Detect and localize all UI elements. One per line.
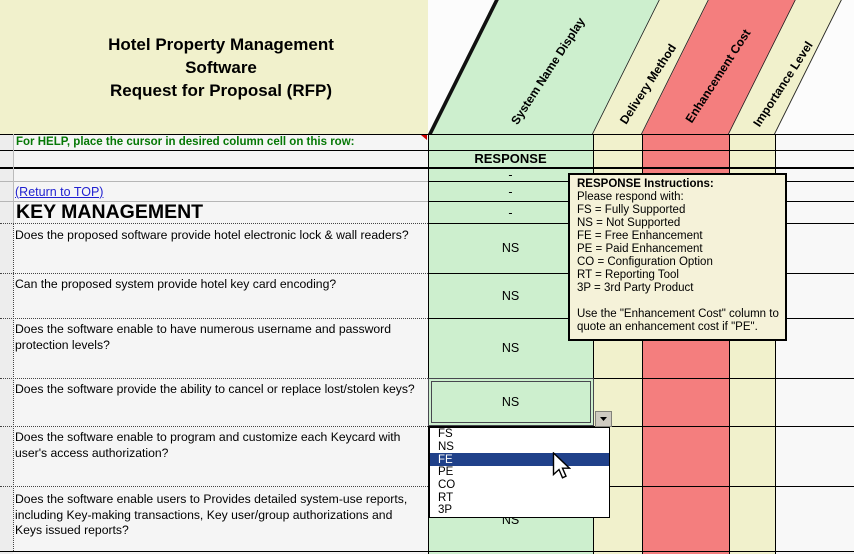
response-cell-blank[interactable]: -: [508, 185, 513, 199]
gridline-vertical: [428, 134, 429, 554]
gridline-vertical: [775, 134, 776, 554]
rfp-title-block: Hotel Property Management Software Reque…: [0, 0, 428, 134]
return-to-top-link[interactable]: (Return to TOP): [15, 185, 104, 199]
tooltip-line: NS = Not Supported: [577, 217, 681, 229]
gridline-vertical-dotted: [13, 223, 14, 551]
question-column: [13, 134, 428, 554]
tooltip-line: Use the "Enhancement Cost" column to: [577, 308, 779, 320]
gridline-dotted: [0, 223, 428, 224]
dropdown-option[interactable]: RT: [438, 491, 454, 504]
question-cell[interactable]: Does the proposed software provide hotel…: [15, 228, 409, 242]
response-column-header: RESPONSE: [474, 151, 547, 166]
gridline-vertical: [13, 134, 14, 223]
selected-cell-border: [428, 378, 594, 426]
question-cell[interactable]: Does the software enable to program and …: [15, 430, 401, 460]
dropdown-option[interactable]: PE: [438, 466, 454, 479]
title-line-1: Hotel Property Management: [108, 34, 334, 54]
gridline-thick: [0, 167, 854, 169]
gridline-dotted: [0, 486, 428, 487]
gridline-dotted: [0, 318, 428, 319]
tooltip-line: FE = Free Enhancement: [577, 230, 703, 242]
mouse-cursor-icon: [552, 452, 571, 479]
gridline: [0, 150, 854, 151]
dropdown-option-highlighted[interactable]: FE: [430, 453, 609, 467]
response-cell-selected[interactable]: NS: [501, 395, 520, 409]
gridline: [428, 486, 854, 487]
tooltip-line: PE = Paid Enhancement: [577, 243, 703, 255]
row-margin-column: [0, 134, 13, 554]
gridline-vertical: [642, 134, 643, 554]
gridline-dotted: [0, 426, 428, 427]
response-instructions-tooltip: RESPONSE Instructions: Please respond wi…: [568, 173, 787, 341]
gridline-vertical: [593, 134, 594, 554]
gridline: [0, 201, 428, 202]
response-cell-blank[interactable]: -: [508, 205, 513, 220]
dropdown-option[interactable]: CO: [438, 478, 456, 491]
response-dropdown-list[interactable]: FS NS FE PE CO RT 3P: [429, 427, 610, 518]
comment-indicator-icon: [421, 135, 427, 140]
gridline-dotted: [0, 378, 428, 379]
tooltip-line: 3P = 3rd Party Product: [577, 282, 694, 294]
section-title: KEY MANAGEMENT: [16, 201, 204, 223]
right-spare-column: [775, 134, 854, 554]
dropdown-option[interactable]: FS: [438, 428, 453, 441]
question-cell[interactable]: Can the proposed system provide hotel ke…: [15, 277, 337, 291]
tooltip-line: CO = Configuration Option: [577, 256, 713, 268]
chevron-down-icon: [600, 417, 607, 421]
tooltip-line: FS = Fully Supported: [577, 204, 686, 216]
response-cell[interactable]: NS: [501, 341, 520, 355]
gridline: [0, 551, 854, 552]
tooltip-line: RT = Reporting Tool: [577, 269, 679, 281]
gridline-dotted: [0, 273, 428, 274]
question-cell[interactable]: Does the software provide the ability to…: [15, 382, 415, 396]
gridline-vertical: [729, 134, 730, 554]
tooltip-title: RESPONSE Instructions:: [577, 178, 714, 190]
tooltip-line: Please respond with:: [577, 191, 684, 203]
question-cell[interactable]: Does the software enable to have numerou…: [15, 322, 392, 352]
dropdown-option[interactable]: NS: [438, 440, 454, 453]
dropdown-button[interactable]: [595, 411, 612, 427]
tooltip-line: [577, 295, 785, 308]
gridline: [428, 426, 854, 427]
gridline: [0, 181, 428, 182]
title-line-3: Request for Proposal (RFP): [110, 80, 332, 100]
response-cell[interactable]: NS: [501, 241, 520, 255]
tooltip-line: quote an enhancement cost if "PE".: [577, 321, 758, 333]
gridline: [428, 378, 854, 379]
dropdown-option[interactable]: 3P: [438, 504, 453, 517]
help-row-label: For HELP, place the cursor in desired co…: [16, 136, 355, 148]
response-cell[interactable]: NS: [501, 288, 520, 303]
response-cell-blank[interactable]: -: [508, 168, 513, 182]
question-cell[interactable]: Does the software enable users to Provid…: [15, 492, 408, 538]
header-area: Hotel Property Management Software Reque…: [0, 0, 854, 134]
title-line-2: Software: [185, 57, 257, 77]
gridline: [0, 134, 854, 135]
